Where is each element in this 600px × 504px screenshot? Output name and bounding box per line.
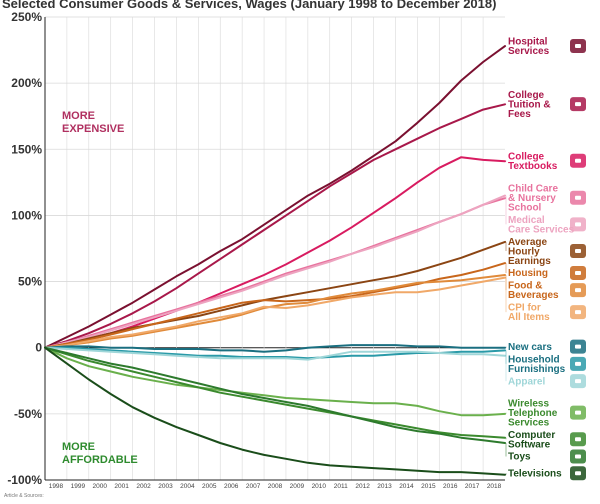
series-line-televisions — [44, 346, 506, 476]
y-tick-label: 150% — [11, 142, 42, 156]
y-tick-label: 50% — [18, 275, 42, 289]
x-tick-label: 2000 — [93, 483, 108, 490]
series-labels: Hospital Services College Tuition & Fees Coll… — [505, 37, 586, 481]
series-line-college-tuition-fees — [44, 103, 506, 349]
axes: -100% -50% 0 50% 100% 150% 200% 250% 1998 1999 200… — [7, 10, 505, 490]
series-label-college-textbooks: College Textbooks — [508, 151, 558, 172]
series-line-college-textbooks — [44, 156, 506, 349]
series-line-cpi-for-all-items — [44, 276, 506, 349]
y-tick-label: -50% — [14, 407, 42, 421]
house-icon — [570, 265, 586, 280]
computer-icon — [570, 432, 586, 447]
series-label-food-beverages: Food & Beverages — [508, 281, 559, 302]
source-credit: Article & Sources: — [4, 493, 44, 499]
x-tick-label: 2018 — [487, 483, 502, 490]
series-line-average-hourly-earnings — [44, 240, 506, 349]
series-label-televisions: Televisions — [508, 469, 562, 480]
series-label-household-furnishings: Household Furnishings — [508, 354, 566, 375]
region-label-expensive-line2: EXPENSIVE — [62, 123, 124, 135]
series-label-new-cars: New cars — [508, 342, 552, 353]
x-tick-label: 2017 — [465, 483, 480, 490]
phone-icon — [570, 405, 586, 420]
hospital-icon — [570, 39, 586, 54]
x-tick-label: 2012 — [355, 483, 370, 490]
series-label-wireless-telephone-services: Wireless Telephone Services — [508, 398, 558, 428]
x-tick-label: 2010 — [312, 483, 327, 490]
graduation-cap-icon — [570, 97, 586, 112]
series-label-cpi-for-all-items: CPI for All Items — [508, 303, 550, 324]
furniture-icon — [570, 356, 586, 371]
y-tick-label: 100% — [11, 208, 42, 222]
x-tick-label: 2011 — [334, 483, 348, 490]
car-icon — [570, 339, 586, 354]
series-label-medical-care-services: Medical Care Services — [508, 215, 575, 236]
series-line-wireless-telephone-services — [44, 346, 506, 417]
region-label-expensive-line1: MORE — [62, 110, 95, 122]
price-tag-icon — [570, 305, 586, 320]
toy-icon — [570, 449, 586, 464]
series-line-toys — [44, 346, 506, 444]
series-line-computer-software — [44, 346, 506, 439]
x-tick-label: 2003 — [158, 483, 173, 490]
series-line-medical-care-services — [44, 194, 506, 349]
x-tick-label: 2006 — [224, 483, 239, 490]
medical-icon — [570, 217, 586, 232]
y-tick-label: 200% — [11, 76, 42, 90]
x-tick-label: 1998 — [49, 483, 64, 490]
series-line-hospital-services — [44, 45, 506, 349]
region-label-affordable-line1: MORE — [62, 441, 95, 453]
x-tick-label: 2016 — [443, 483, 458, 490]
shirt-icon — [570, 374, 586, 389]
y-tick-label: 250% — [11, 10, 42, 24]
series-label-college-tuition-fees: College Tuition & Fees — [508, 90, 551, 120]
x-tick-label: 2001 — [114, 483, 129, 490]
x-tick-label: 2007 — [246, 483, 261, 490]
series-label-computer-software: Computer Software — [508, 430, 555, 451]
x-tick-label: 2014 — [399, 483, 414, 490]
x-tick-label: 1999 — [71, 483, 86, 490]
chart-title: Selected Consumer Goods & Services, Wage… — [2, 0, 496, 11]
child-care-icon — [570, 190, 586, 205]
x-tick-label: 2005 — [202, 483, 217, 490]
x-tick-label: 2013 — [377, 483, 392, 490]
x-tick-label: 2002 — [136, 483, 151, 490]
y-tick-label: -100% — [7, 473, 42, 487]
x-tick-label: 2015 — [421, 483, 436, 490]
x-tick-label: 2009 — [290, 483, 305, 490]
region-label-affordable-line2: AFFORDABLE — [62, 454, 138, 466]
books-icon — [570, 153, 586, 168]
food-icon — [570, 283, 586, 298]
series-lines — [44, 45, 506, 476]
x-tick-label: 2004 — [180, 483, 195, 490]
y-tick-label: 0 — [35, 341, 42, 355]
series-line-child-care-nursery-school — [44, 197, 506, 349]
series-line-new-cars — [44, 344, 506, 353]
series-label-toys: Toys — [508, 452, 531, 463]
series-label-apparel: Apparel — [508, 376, 545, 387]
money-clock-icon — [570, 244, 586, 259]
series-label-hospital-services: Hospital Services — [508, 37, 550, 58]
series-line-food-beverages — [44, 274, 506, 349]
series-label-average-hourly-earnings: Average Hourly Earnings — [508, 237, 551, 267]
series-label-child-care-nursery-school: Child Care & Nursery School — [508, 183, 558, 213]
series-line-apparel — [44, 346, 506, 361]
region-labels: MORE EXPENSIVE MORE AFFORDABLE — [62, 110, 138, 466]
series-label-housing: Housing — [508, 268, 548, 279]
tv-icon — [570, 466, 586, 481]
x-tick-label: 2008 — [268, 483, 283, 490]
